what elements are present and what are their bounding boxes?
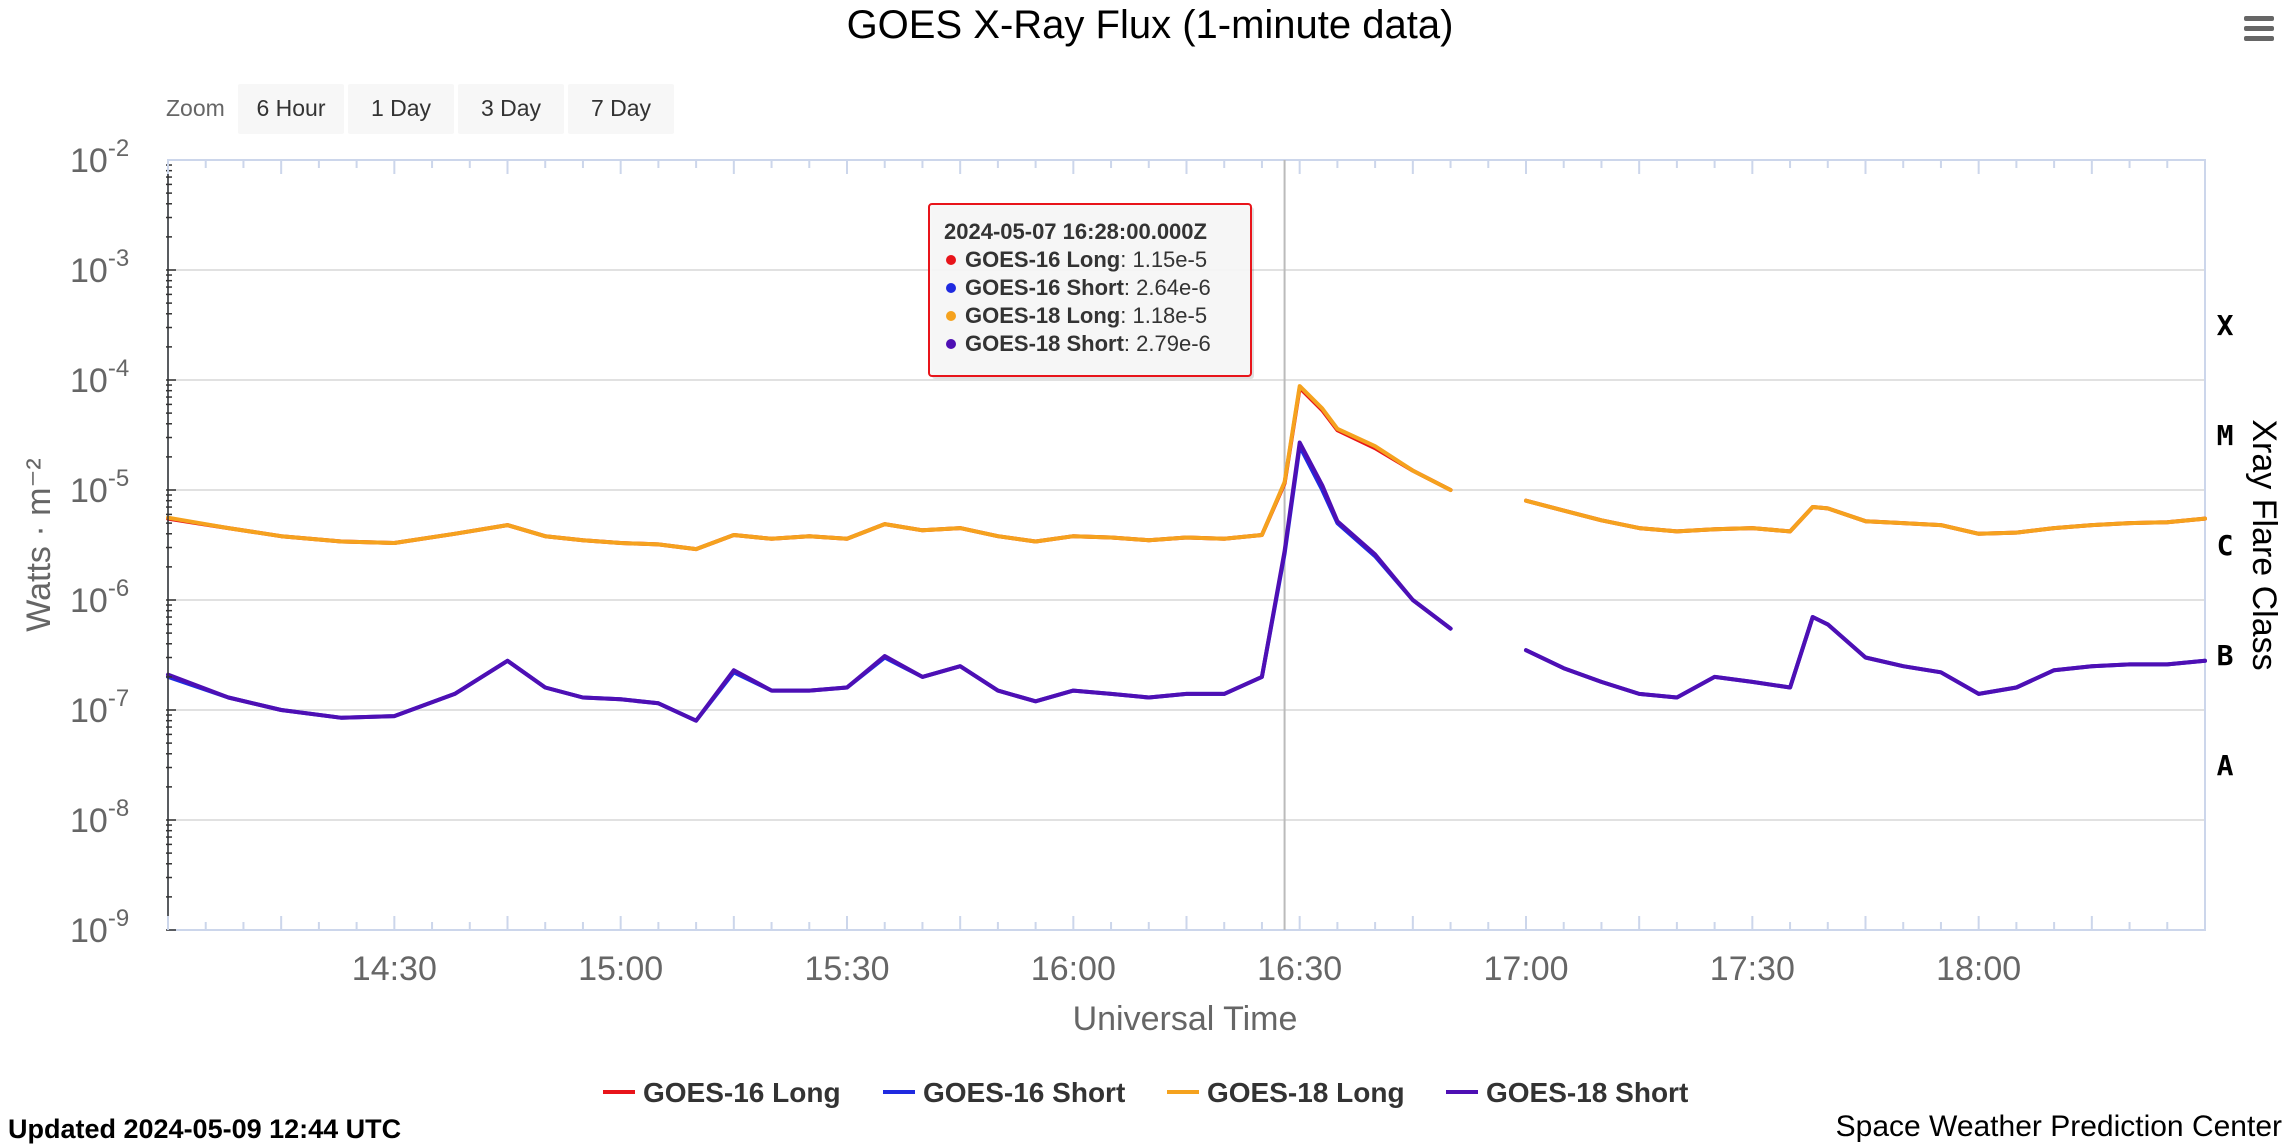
legend: GOES-16 Long GOES-16 Short GOES-18 Long GOE… (603, 1077, 1688, 1108)
y-tick-label-base: 10 (70, 692, 108, 730)
x-tick-label: 15:00 (578, 950, 663, 988)
series-line-goes-18-short (166, 440, 2207, 723)
y-tick-label: 10-9 (70, 905, 129, 950)
series-layer (166, 384, 2207, 723)
tooltip-marker (946, 339, 956, 349)
x-tick-label: 14:30 (352, 950, 437, 988)
axis-layer: 10-210-310-410-510-610-710-810-9XMCBA14:… (70, 135, 2234, 988)
y-tick-label: 10-3 (70, 245, 129, 290)
hamburger-menu-icon[interactable] (2240, 12, 2276, 46)
legend-item[interactable]: GOES-16 Short (883, 1077, 1125, 1108)
legend-item[interactable]: GOES-18 Long (1167, 1077, 1405, 1108)
legend-label: GOES-16 Short (923, 1077, 1125, 1108)
legend-label: GOES-18 Short (1486, 1077, 1688, 1108)
flare-class-label: B (2217, 639, 2234, 672)
x-tick-label: 17:30 (1710, 950, 1795, 988)
y-tick-label-base: 10 (70, 362, 108, 400)
flare-class-label: A (2217, 749, 2234, 782)
y-tick-label: 10-7 (70, 685, 129, 730)
tooltip-marker (946, 311, 956, 321)
y-tick-label: 10-2 (70, 135, 129, 180)
zoom-button-label: 7 Day (591, 95, 652, 121)
x-tick-label: 16:30 (1257, 950, 1342, 988)
tooltip-row-label: GOES-18 Long (965, 303, 1120, 328)
y-tick-label-exponent: -2 (108, 135, 129, 162)
flare-class-label: C (2217, 529, 2234, 562)
zoom-button-3-day[interactable]: 3 Day (458, 84, 564, 134)
legend-label: GOES-16 Long (643, 1077, 841, 1108)
tooltip-box (928, 203, 1252, 377)
y-tick-label-exponent: -5 (108, 465, 129, 492)
tooltip-row: GOES-16 Long: 1.15e-5 (965, 247, 1207, 272)
series-line-goes-16-short (166, 444, 2207, 723)
x-tick-label: 16:00 (1031, 950, 1116, 988)
y-tick-label: 10-6 (70, 575, 129, 620)
tooltip-row: GOES-18 Long: 1.18e-5 (965, 303, 1207, 328)
y-tick-label-base: 10 (70, 142, 108, 180)
y-tick-label-exponent: -3 (108, 245, 129, 272)
y-tick-label-base: 10 (70, 252, 108, 290)
y-tick-label-exponent: -4 (108, 355, 129, 382)
y-tick-label: 10-4 (70, 355, 129, 400)
y-tick-label-exponent: -7 (108, 685, 129, 712)
y-tick-label-base: 10 (70, 582, 108, 620)
zoom-button-label: 3 Day (481, 95, 542, 121)
tooltip-row-value: : 1.15e-5 (1120, 247, 1207, 272)
zoom-button-1-day[interactable]: 1 Day (348, 84, 454, 134)
y-tick-label: 10-8 (70, 795, 129, 840)
tooltip-header: 2024-05-07 16:28:00.000Z (944, 219, 1207, 244)
x-tick-label: 18:00 (1936, 950, 2021, 988)
y-axis-title: Watts · m⁻² (20, 458, 58, 631)
tooltip-row: GOES-16 Short: 2.64e-6 (965, 275, 1211, 300)
updated-timestamp: Updated 2024-05-09 12:44 UTC (8, 1114, 401, 1144)
zoom-button-label: 6 Hour (256, 95, 325, 121)
zoom-button-bg (458, 84, 564, 134)
zoom-button-7-day[interactable]: 7 Day (568, 84, 674, 134)
tooltip-row-value: : 2.79e-6 (1124, 331, 1211, 356)
zoom-button-bg (238, 84, 344, 134)
tooltip-row-value: : 2.64e-6 (1124, 275, 1211, 300)
tooltip-row: GOES-18 Short: 2.79e-6 (965, 331, 1211, 356)
flare-class-label: M (2217, 419, 2234, 452)
y-tick-label-exponent: -6 (108, 575, 129, 602)
y-tick-label: 10-5 (70, 465, 129, 510)
y-tick-label-exponent: -9 (108, 905, 129, 932)
y-tick-label-exponent: -8 (108, 795, 129, 822)
x-tick-label: 15:30 (804, 950, 889, 988)
zoom-button-label: 1 Day (371, 95, 432, 121)
tooltip-row-label: GOES-16 Short (965, 275, 1125, 300)
tooltip-row-value: : 1.18e-5 (1120, 303, 1207, 328)
y2-axis-title: Xray Flare Class (2245, 419, 2283, 670)
legend-item[interactable]: GOES-16 Long (603, 1077, 841, 1108)
legend-label: GOES-18 Long (1207, 1077, 1405, 1108)
tooltip-marker (946, 283, 956, 293)
chart-title: GOES X-Ray Flux (1-minute data) (847, 3, 1454, 47)
y-tick-label-base: 10 (70, 912, 108, 950)
x-tick-label: 17:00 (1483, 950, 1568, 988)
tooltip-marker (946, 255, 956, 265)
zoom-buttons: 6 Hour 1 Day 3 Day 7 Day (238, 84, 674, 134)
y-tick-label-base: 10 (70, 802, 108, 840)
zoom-button-bg (348, 84, 454, 134)
tooltip-row-label: GOES-16 Long (965, 247, 1120, 272)
legend-item[interactable]: GOES-18 Short (1446, 1077, 1688, 1108)
flare-class-label: X (2217, 309, 2234, 342)
x-axis-title: Universal Time (1073, 1000, 1298, 1038)
zoom-button-bg (568, 84, 674, 134)
series-line-goes-18-long (166, 384, 2207, 552)
zoom-label: Zoom (166, 95, 225, 121)
credit-text: Space Weather Prediction Center (1836, 1110, 2282, 1143)
tooltip-row-label: GOES-18 Short (965, 331, 1125, 356)
zoom-button-6-hour[interactable]: 6 Hour (238, 84, 344, 134)
y-tick-label-base: 10 (70, 472, 108, 510)
